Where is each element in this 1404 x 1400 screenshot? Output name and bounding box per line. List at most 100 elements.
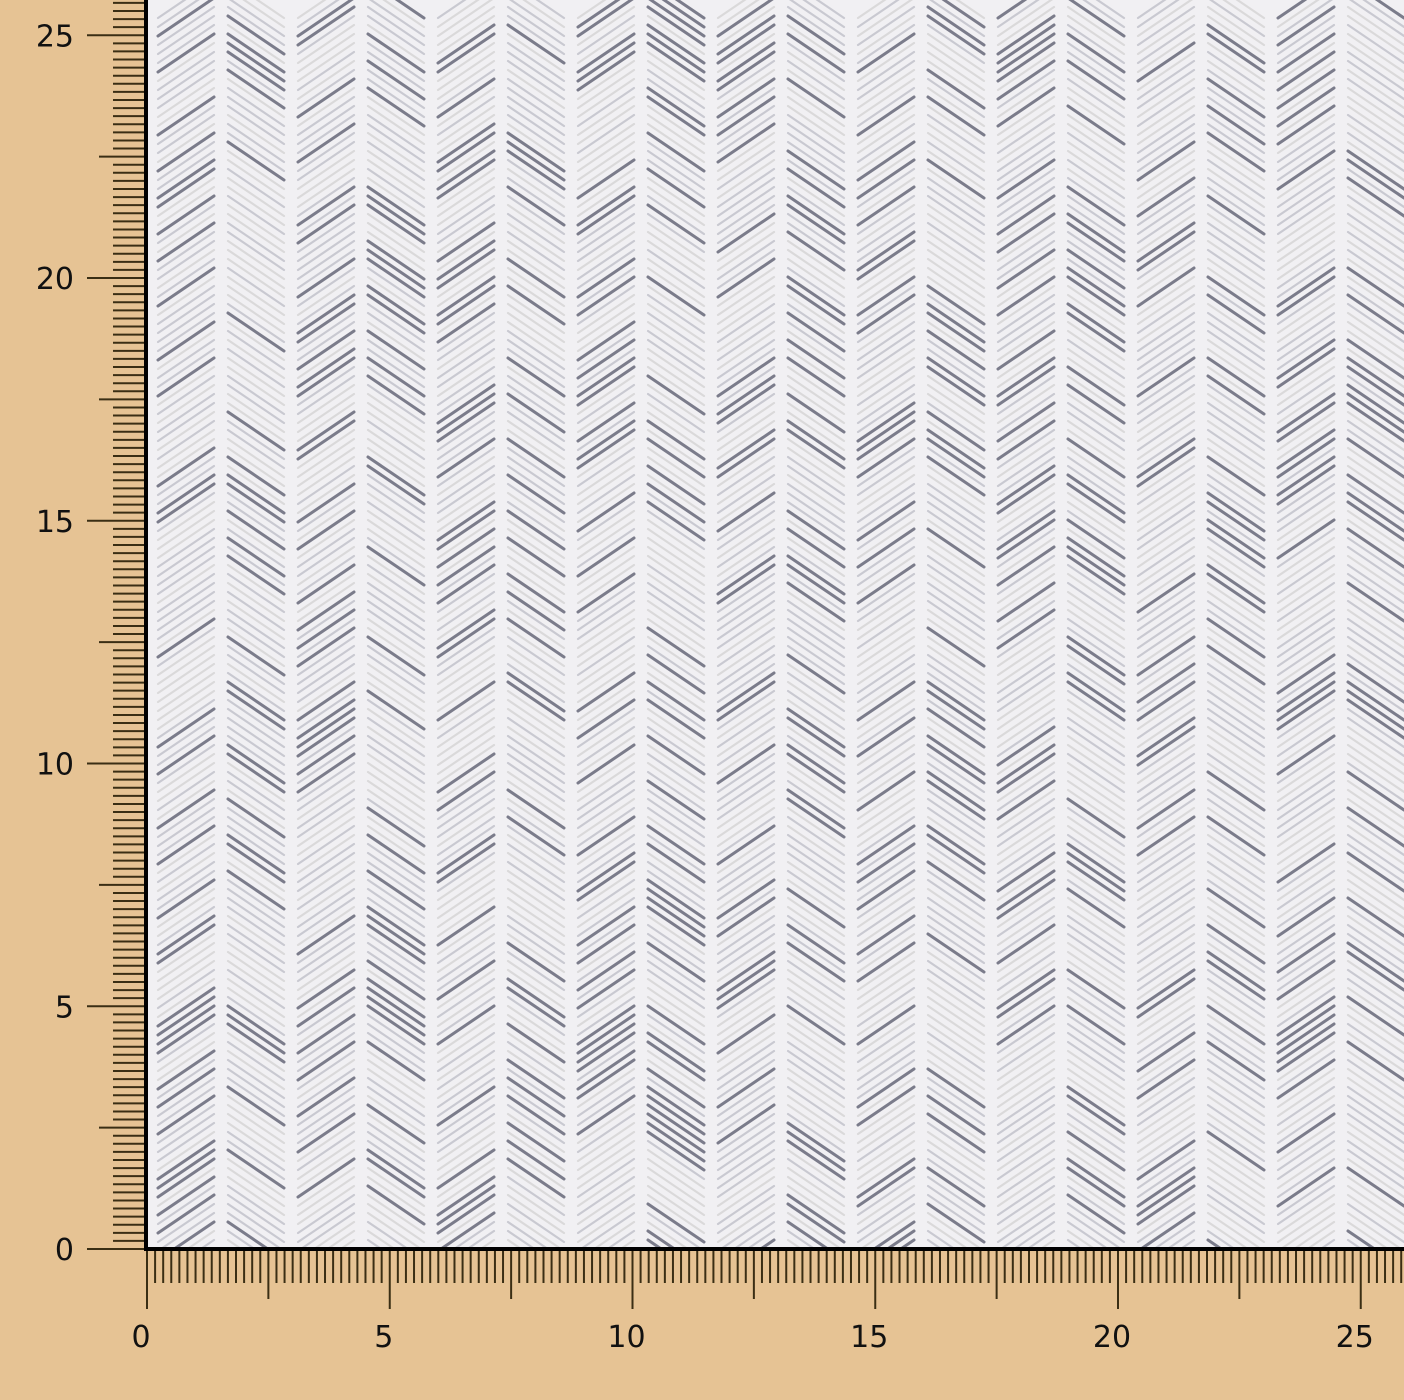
pattern-stroke [506,977,566,1019]
pattern-stroke [226,662,286,704]
pattern-stroke [716,311,776,353]
pattern-stroke [366,788,426,830]
pattern-stroke [1346,1094,1404,1136]
pattern-stroke [226,878,286,920]
pattern-stroke [1066,428,1126,470]
pattern-stroke [436,662,496,704]
pattern-stroke [436,383,496,425]
pattern-stroke [1066,1067,1126,1109]
pattern-stroke [1066,437,1126,479]
pattern-stroke [436,833,496,875]
pattern-stroke [1276,599,1336,641]
pattern-stroke [1206,95,1266,137]
pattern-stroke [786,194,846,236]
pattern-stroke [436,1193,496,1235]
pattern-stroke [926,590,986,632]
pattern-stroke [996,590,1056,632]
pattern-stroke [436,932,496,974]
pattern-stroke [1136,59,1196,101]
pattern-stroke [226,383,286,425]
pattern-stroke [226,509,286,551]
pattern-stroke [786,806,846,848]
pattern-stroke [1136,563,1196,605]
pattern-stroke [226,239,286,281]
pattern-stroke [661,0,706,29]
pattern-stroke [926,905,986,947]
pattern-stroke [506,419,566,461]
pattern-stroke [436,689,496,731]
pattern-stroke [226,59,286,101]
pattern-stroke [1276,635,1336,677]
pattern-stroke [646,410,706,452]
pattern-stroke [366,950,426,992]
pattern-stroke [366,590,426,632]
pattern-stroke [786,923,846,965]
pattern-stroke [926,779,986,821]
pattern-stroke [366,608,426,650]
pattern-stroke [506,455,566,497]
pattern-stroke [296,500,356,542]
pattern-stroke [1346,851,1404,893]
pattern-stroke [1206,392,1266,434]
pattern-stroke [1066,383,1126,425]
pattern-stroke [856,320,916,362]
pattern-stroke [716,1040,776,1082]
pattern-stroke [366,14,426,56]
pattern-stroke [926,869,986,911]
pattern-stroke [366,761,426,803]
pattern-stroke [506,1157,566,1199]
pattern-stroke [366,1022,426,1064]
pattern-stroke [786,167,846,209]
pattern-stroke [436,392,496,434]
pattern-stroke [646,1211,704,1249]
pattern-stroke [786,887,846,929]
pattern-stroke [856,1175,916,1217]
pattern-stroke [1136,329,1196,371]
pattern-stroke [996,446,1056,488]
pattern-stroke [646,23,706,65]
pattern-stroke [312,1220,356,1249]
pattern-stroke [156,509,216,551]
pattern-stroke [296,248,356,290]
pattern-stroke [156,0,200,29]
pattern-stroke [856,1157,916,1199]
pattern-stroke [1066,266,1126,308]
pattern-stroke [436,464,496,506]
pattern-stroke [1276,752,1336,794]
pattern-stroke [716,320,776,362]
pattern-stroke [926,1130,986,1172]
pattern-stroke [366,1175,426,1217]
pattern-stroke [1276,563,1336,605]
pattern-stroke [926,968,986,1010]
pattern-stroke [1276,311,1336,353]
pattern-stroke [366,734,426,776]
pattern-stroke [1136,86,1196,128]
pattern-stroke [786,1067,846,1109]
pattern-stroke [156,23,216,65]
pattern-stroke [366,1112,426,1154]
pattern-stroke [1136,941,1196,983]
pattern-stroke [576,509,636,551]
pattern-stroke [156,959,216,1001]
pattern-stroke [1136,365,1196,407]
pattern-stroke [226,1184,286,1226]
pattern-stroke [506,230,566,272]
pattern-stroke [856,1121,916,1163]
pattern-stroke [436,293,496,335]
pattern-stroke [646,95,706,137]
pattern-stroke [786,338,846,380]
pattern-stroke [1136,311,1196,353]
pattern-stroke [296,1121,356,1163]
pattern-stroke [646,842,706,884]
pattern-stroke [716,1085,776,1127]
pattern-stroke [366,59,426,101]
pattern-stroke [856,815,916,857]
pattern-stroke [786,275,846,317]
pattern-stroke [438,1211,496,1249]
pattern-stroke [1136,599,1196,641]
pattern-stroke [1346,581,1404,623]
pattern-stroke [1206,635,1266,677]
pattern-stroke [716,770,776,812]
pattern-stroke [996,77,1056,119]
pattern-stroke [436,824,496,866]
